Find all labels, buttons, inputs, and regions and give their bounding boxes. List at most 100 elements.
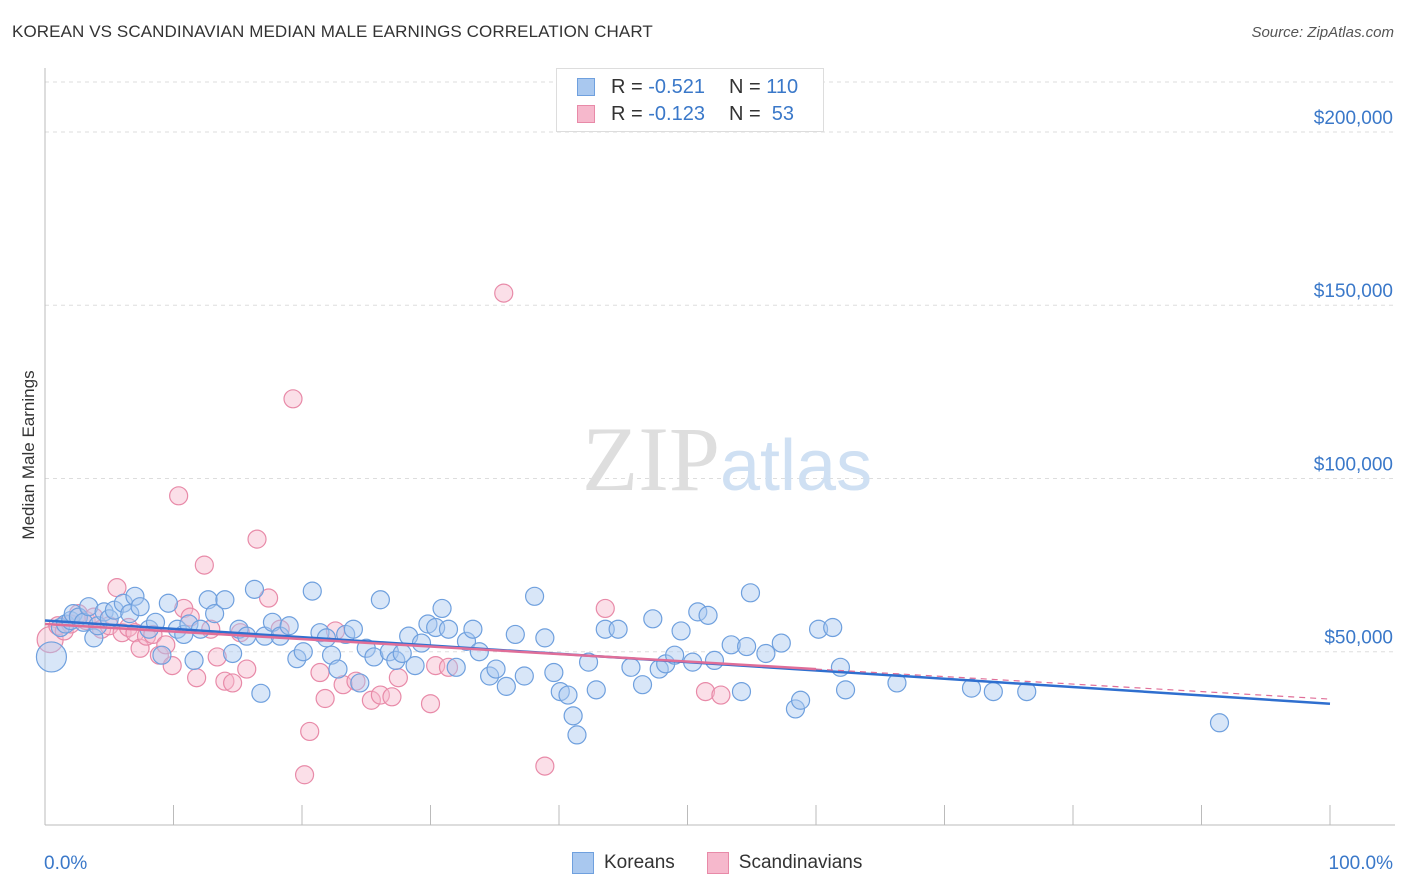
legend-label-scandinavians: Scandinavians — [738, 852, 863, 873]
scandinavian-point — [310, 662, 330, 683]
korean-point — [671, 621, 691, 641]
korean-point — [469, 642, 489, 662]
korean-point — [364, 647, 384, 667]
korean-point — [158, 593, 178, 613]
series-legend: Koreans Scandinavians — [572, 852, 894, 874]
scandinavian-point — [258, 588, 279, 608]
korean-point — [463, 619, 483, 639]
korean-point — [79, 597, 99, 617]
korean-point — [835, 680, 856, 700]
y-axis-label: Median Male Earnings — [19, 370, 38, 539]
korean-point — [983, 681, 1003, 702]
korean-point — [411, 633, 432, 653]
korean-point — [350, 673, 370, 693]
scandinavian-point — [300, 721, 320, 742]
scandinavian-point — [361, 690, 381, 710]
korean-point — [756, 643, 776, 664]
korean-point — [244, 579, 265, 599]
korean-point — [740, 583, 761, 603]
korean-point — [704, 650, 725, 671]
korean-point — [578, 652, 599, 672]
korean-point — [438, 619, 459, 639]
scandinavian-point — [237, 659, 257, 679]
scandinavian-point — [169, 486, 189, 506]
korean-point — [152, 645, 172, 665]
korean-point — [505, 624, 525, 645]
korean-point — [486, 659, 506, 679]
x-tick-label-max: 100.0% — [1329, 853, 1394, 874]
x-tick-label-min: 0.0% — [44, 853, 87, 874]
watermark-atlas: atlas — [720, 426, 872, 506]
korean-point — [84, 628, 104, 648]
scandinavian-point — [215, 671, 235, 691]
legend-n-label: N = — [728, 75, 761, 98]
legend-r-label: R = — [611, 102, 643, 125]
korean-point — [586, 680, 606, 700]
scandinavian-point — [695, 681, 716, 702]
legend-n-value-scandinavians: 53 — [771, 102, 795, 125]
scandinavian-point — [283, 389, 303, 409]
legend-row-scandinavians: R = -0.123 N = 53 — [577, 102, 794, 126]
scandinavian-point — [494, 283, 514, 303]
korean-point — [544, 662, 564, 683]
scandinavian-trend-line — [44, 622, 817, 671]
scandinavian-point — [156, 635, 176, 655]
y-tick-label: $200,000 — [1314, 108, 1393, 129]
korean-point — [1017, 681, 1037, 702]
korean-point — [643, 609, 663, 629]
chart-title: KOREAN VS SCANDINAVIAN MEDIAN MALE EARNI… — [12, 22, 653, 41]
korean-point — [405, 656, 425, 676]
scandinavian-point — [382, 687, 402, 707]
watermark-zip: ZIP — [582, 408, 720, 510]
korean-point — [608, 619, 628, 639]
legend-item-koreans[interactable]: Koreans — [572, 852, 675, 874]
korean-point — [688, 602, 708, 622]
korean-point — [130, 597, 150, 617]
y-tick-label: $150,000 — [1314, 281, 1393, 302]
source-credit: Source: ZipAtlas.com — [1251, 24, 1394, 41]
scandinavian-point — [595, 598, 615, 619]
scandinavian-point — [711, 685, 731, 705]
legend-r-value-koreans: -0.521 — [648, 75, 705, 98]
korean-point — [205, 604, 225, 624]
y-tick-label: $100,000 — [1314, 454, 1393, 475]
scandinavian-point — [294, 765, 315, 785]
scandinavian-point — [130, 638, 150, 658]
stats-legend: R = -0.521 N = 110 R = -0.123 N = 53 — [556, 68, 824, 132]
korean-point — [432, 598, 452, 619]
korean-point — [223, 643, 243, 664]
scandinavian-point — [162, 656, 182, 676]
korean-point — [1209, 713, 1230, 733]
scandinavian-point — [247, 529, 267, 549]
scandinavian-point — [438, 657, 459, 677]
legend-r-value-scandinavians: -0.123 — [648, 102, 705, 125]
korean-point — [721, 635, 741, 655]
legend-swatch-koreans — [572, 852, 594, 874]
korean-point — [343, 619, 363, 639]
korean-point — [771, 633, 791, 653]
korean-point — [567, 725, 587, 745]
korean-point — [293, 642, 313, 662]
korean-point — [558, 685, 578, 705]
legend-swatch-scandinavians — [577, 105, 595, 123]
korean-point — [302, 581, 322, 601]
korean-point — [125, 586, 145, 606]
korean-point — [535, 628, 555, 648]
scandinavian-point — [315, 688, 335, 709]
legend-swatch-koreans — [577, 78, 595, 96]
korean-point — [446, 657, 466, 677]
korean-point — [279, 616, 299, 636]
korean-point — [632, 675, 653, 695]
korean-point — [496, 676, 516, 696]
korean-point — [621, 657, 641, 677]
scandinavian-point — [535, 756, 555, 776]
korean-point — [328, 659, 348, 679]
scandinavian-point — [194, 555, 214, 575]
y-tick-label: $50,000 — [1324, 628, 1393, 649]
korean-point — [737, 636, 757, 657]
korean-point — [456, 631, 477, 651]
scandinavian-trend-extension — [815, 668, 1331, 700]
legend-item-scandinavians[interactable]: Scandinavians — [706, 852, 863, 874]
legend-label-koreans: Koreans — [604, 852, 675, 873]
